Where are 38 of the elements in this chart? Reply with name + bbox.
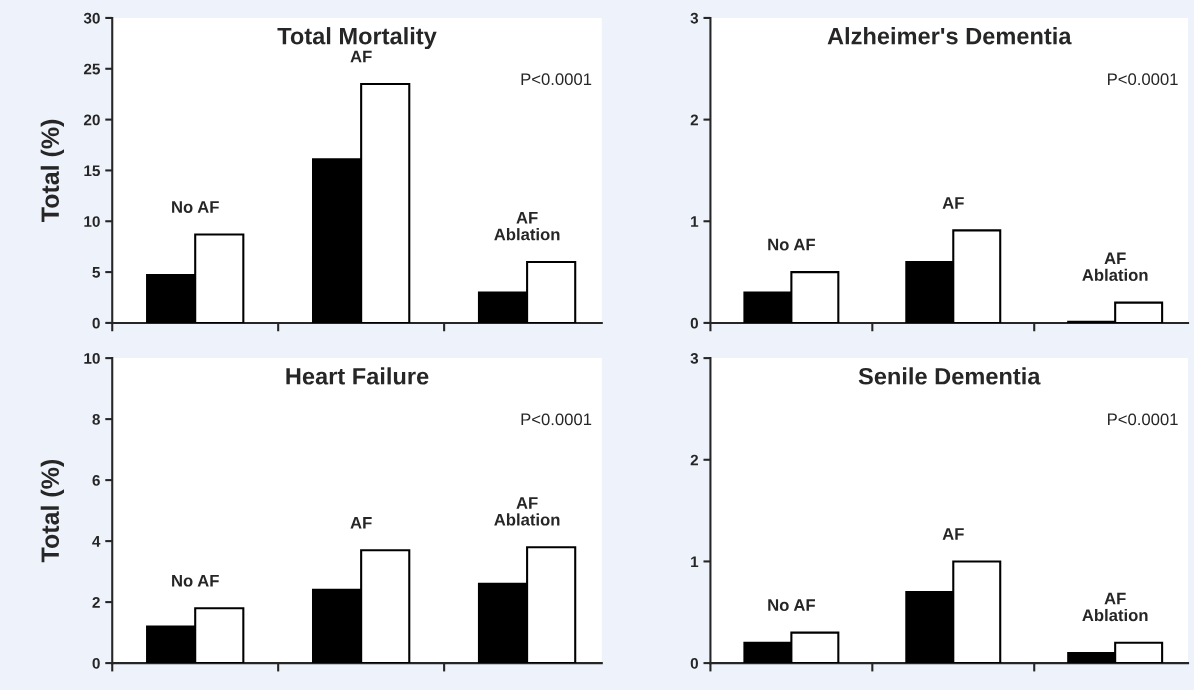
y-tick-label: 5 (92, 267, 101, 278)
y-tick-label: 2 (690, 454, 699, 466)
y-tick-label: 1 (691, 556, 699, 567)
annotation: P<0.0001 (1108, 413, 1178, 426)
y-tick-label: 0 (690, 657, 698, 669)
y-tick-label: 15 (84, 165, 101, 177)
y-axis-title: Total (%) (40, 119, 64, 222)
y-tick-label: 3 (690, 12, 699, 24)
category-label: AF Ablation (494, 497, 560, 526)
annotation: P<0.0001 (1108, 73, 1178, 86)
category-label: No AF (768, 599, 815, 611)
y-tick-label: 20 (83, 114, 100, 126)
y-tick-label: 25 (83, 63, 101, 75)
x-tick-label: AF Ablation (494, 211, 560, 241)
category-label: AF (350, 517, 372, 529)
y-tick-label: 0 (92, 657, 100, 669)
y-tick-label: 6 (92, 474, 100, 486)
chart-title: Heart Failure (286, 367, 429, 385)
category-label: AF (942, 528, 964, 540)
y-tick-label: 10 (84, 216, 100, 227)
y-tick-label: 2 (92, 596, 100, 608)
y-tick-label: 8 (92, 413, 100, 425)
annotation: P<0.0001 (521, 73, 592, 86)
category-label: No AF (172, 574, 219, 587)
y-axis-title: Total (%) (40, 459, 64, 563)
y-tick-label: 10 (84, 352, 100, 364)
y-tick-label: 0 (690, 317, 698, 329)
category-label: AF Ablation (1082, 592, 1148, 622)
y-tick-label: 4 (92, 536, 101, 547)
y-tick-label: 1 (691, 216, 699, 227)
chart-title: Total Mortality (277, 27, 437, 50)
y-tick-label: 2 (690, 114, 699, 126)
y-tick-label: 3 (690, 352, 699, 364)
y-tick-label: 0 (92, 317, 100, 329)
annotation: P<0.0001 (521, 413, 592, 426)
chart-title: Senile Dementia (858, 367, 1041, 385)
y-tick-label: 30 (83, 12, 100, 24)
chart-title: Alzheimer's Dementia (827, 27, 1072, 45)
